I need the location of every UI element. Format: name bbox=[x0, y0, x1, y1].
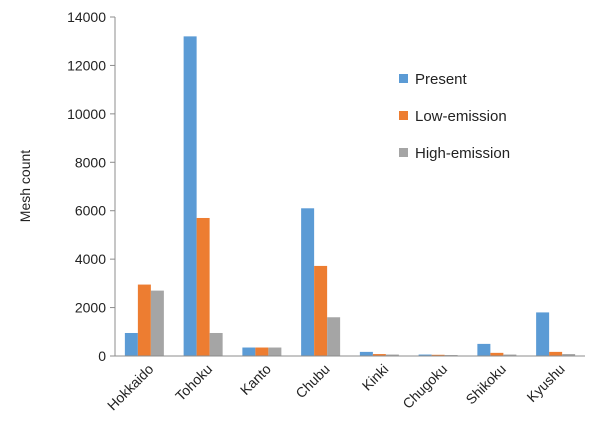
y-tick-label: 6000 bbox=[75, 203, 106, 219]
legend: Present Low-emission High-emission bbox=[399, 71, 510, 162]
bar-high-emission-kyushu bbox=[562, 354, 576, 356]
legend-label: Present bbox=[415, 71, 468, 88]
x-category-label: Kyushu bbox=[523, 361, 567, 405]
bar-low-emission-hokkaido bbox=[137, 284, 151, 356]
y-tick-label: 4000 bbox=[75, 251, 106, 267]
x-axis: Hokkaido Tohoku Kanto Chubu Kinki Chugoku Shik… bbox=[104, 355, 585, 414]
bar-high-emission-chubu bbox=[327, 317, 341, 356]
bar-present-shikoku bbox=[477, 343, 491, 356]
bar-low-emission-kyushu bbox=[549, 351, 563, 356]
x-category-label: Kanto bbox=[237, 361, 274, 398]
y-tick-label: 14000 bbox=[67, 9, 106, 25]
legend-label: Low-emission bbox=[415, 108, 507, 125]
legend-label: High-emission bbox=[415, 145, 510, 162]
x-category-label: Tohoku bbox=[172, 361, 215, 404]
y-tick-label: 0 bbox=[98, 348, 106, 364]
bar-high-emission-shikoku bbox=[503, 354, 517, 356]
bar-present-tohoku bbox=[183, 36, 197, 356]
legend-swatch bbox=[399, 74, 408, 83]
y-axis-title: Mesh count bbox=[17, 150, 33, 222]
bar-present-kanto bbox=[242, 347, 256, 356]
bar-low-emission-shikoku bbox=[490, 352, 504, 356]
x-category-label: Hokkaido bbox=[104, 361, 157, 414]
bar-low-emission-chugoku bbox=[431, 354, 445, 356]
bar-low-emission-kinki bbox=[372, 354, 386, 356]
bar-low-emission-tohoku bbox=[196, 217, 210, 356]
y-axis: 0 2000 4000 6000 8000 10000 12000 14000 bbox=[67, 9, 116, 364]
bar-high-emission-kanto bbox=[268, 347, 282, 356]
bar-high-emission-tohoku bbox=[209, 332, 223, 356]
bar-present-chubu bbox=[301, 208, 315, 356]
bar-low-emission-kanto bbox=[255, 347, 269, 356]
x-category-label: Chubu bbox=[292, 361, 332, 401]
legend-swatch bbox=[399, 148, 408, 157]
bar-present-chugoku bbox=[418, 354, 432, 356]
y-tick-label: 8000 bbox=[75, 154, 106, 170]
x-category-label: Kinki bbox=[359, 361, 392, 394]
bars bbox=[124, 36, 576, 356]
x-category-label: Shikoku bbox=[462, 361, 509, 408]
bar-low-emission-chubu bbox=[314, 265, 328, 356]
bar-high-emission-kinki bbox=[385, 354, 399, 356]
bar-present-hokkaido bbox=[124, 332, 138, 356]
bar-present-kinki bbox=[359, 351, 373, 356]
y-tick-label: 12000 bbox=[67, 57, 106, 73]
legend-swatch bbox=[399, 111, 408, 120]
bar-high-emission-hokkaido bbox=[150, 290, 164, 356]
bar-present-kyushu bbox=[536, 312, 550, 356]
y-tick-label: 2000 bbox=[75, 300, 106, 316]
y-tick-label: 10000 bbox=[67, 106, 106, 122]
x-category-label: Chugoku bbox=[399, 361, 450, 412]
